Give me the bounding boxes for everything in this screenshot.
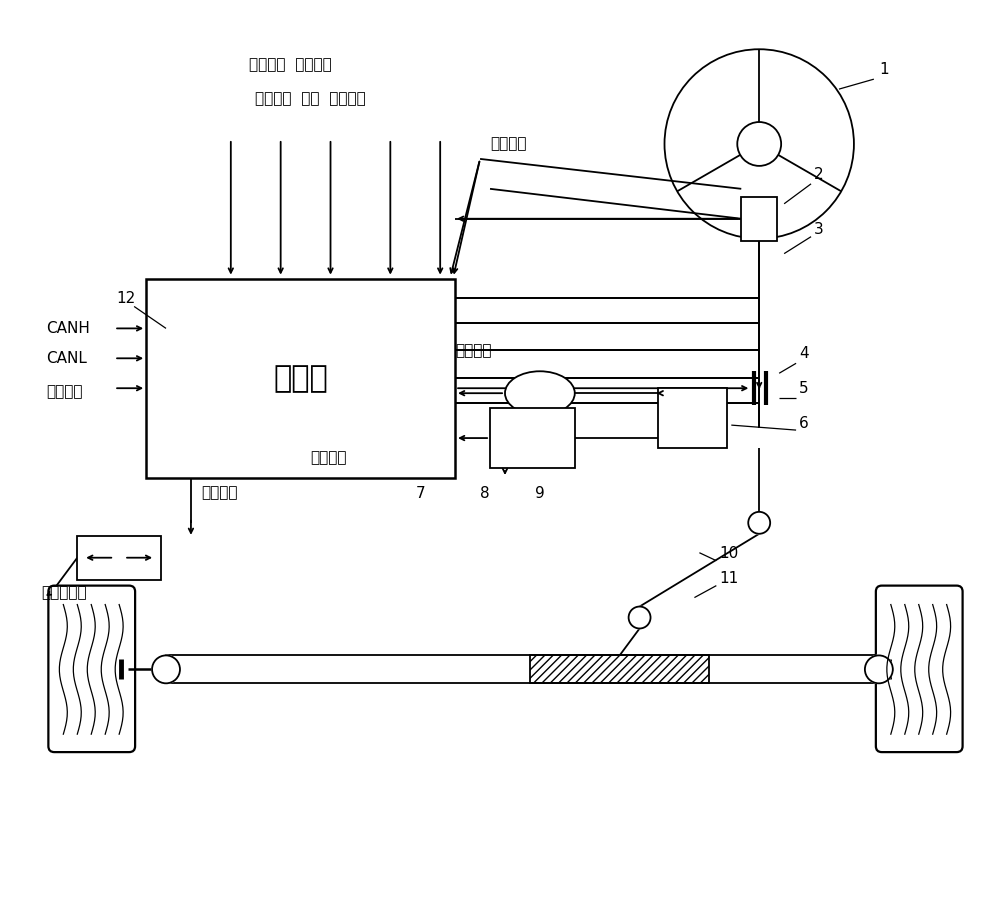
FancyBboxPatch shape [48, 586, 135, 752]
Bar [77, 536, 161, 579]
Ellipse shape [505, 371, 575, 415]
Text: 5: 5 [799, 381, 809, 397]
Bar [490, 409, 575, 468]
Text: 4: 4 [799, 346, 809, 362]
Text: 模式选择  车速信号: 模式选择 车速信号 [249, 57, 332, 72]
Text: 位置反馈: 位置反馈 [201, 486, 237, 500]
Text: CANL: CANL [46, 351, 87, 365]
Text: 10: 10 [719, 545, 739, 561]
Circle shape [152, 655, 180, 683]
Circle shape [748, 512, 770, 533]
Text: 11: 11 [719, 571, 739, 586]
Text: 7: 7 [415, 486, 425, 501]
Circle shape [865, 655, 893, 683]
Text: 9: 9 [535, 486, 545, 501]
Bar [166, 655, 879, 683]
Text: 转速反馈: 转速反馈 [311, 451, 347, 465]
Text: 2: 2 [814, 167, 824, 182]
Text: 3: 3 [814, 221, 824, 237]
Bar [741, 196, 777, 241]
Circle shape [629, 607, 651, 629]
Text: 控制器: 控制器 [273, 364, 328, 393]
Text: 12: 12 [116, 292, 135, 307]
Text: 6: 6 [799, 416, 809, 431]
Text: CANH: CANH [46, 321, 90, 336]
Bar [658, 388, 727, 448]
Text: 脉冲给定  方向  点火信号: 脉冲给定 方向 点火信号 [255, 92, 366, 106]
Text: 转向灯控制: 转向灯控制 [41, 585, 87, 600]
Text: 8: 8 [480, 486, 490, 501]
Bar [146, 278, 455, 478]
Text: 转矩信号: 转矩信号 [490, 137, 527, 151]
Text: 工作指示: 工作指示 [46, 384, 83, 398]
Bar [530, 655, 709, 683]
FancyBboxPatch shape [876, 586, 963, 752]
Text: 1: 1 [879, 62, 888, 77]
Text: 电流反馈: 电流反馈 [455, 342, 492, 358]
Bar [530, 655, 709, 683]
